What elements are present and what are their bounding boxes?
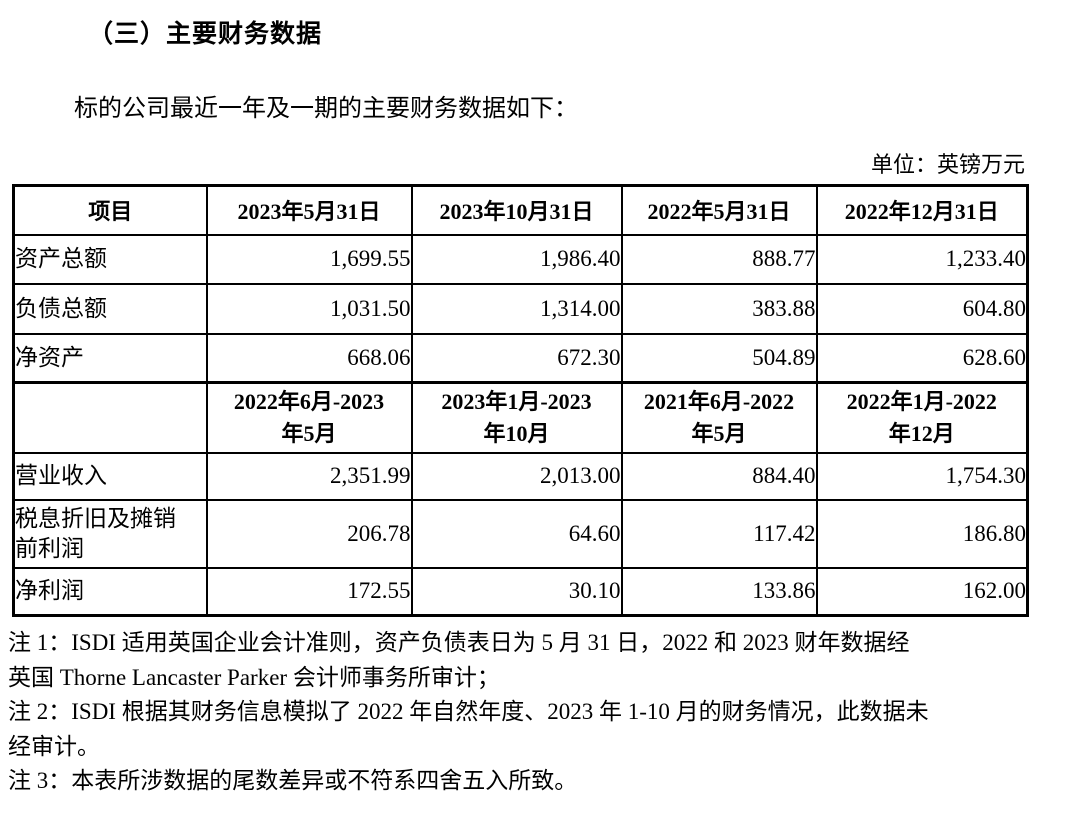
period-header-line: 年5月 (691, 420, 747, 446)
cell-value: 2,013.00 (410, 451, 623, 501)
row-label: 税息折旧及摊销 前利润 (12, 498, 208, 569)
cell-value: 884.40 (620, 451, 818, 501)
cell-value: 172.55 (205, 566, 413, 617)
note-line: 注 2：ISDI 根据其财务信息模拟了 2022 年自然年度、2023 年 1-… (8, 699, 929, 724)
col-header-date-2: 2023年10月31日 (410, 184, 623, 236)
table-row-revenue: 营业收入 2,351.99 2,013.00 884.40 1,754.30 (12, 451, 1029, 501)
period-header-line: 2021年6月-2022 (643, 388, 795, 414)
table-header-row-dates: 项目 2023年5月31日 2023年10月31日 2022年5月31日 202… (12, 184, 1029, 236)
note-line: 注 1：ISDI 适用英国企业会计准则，资产负债表日为 5 月 31 日，202… (8, 630, 910, 655)
period-header-line: 2022年6月-2023 (233, 388, 385, 414)
table-row-total-assets: 资产总额 1,699.55 1,986.40 888.77 1,233.40 (12, 233, 1029, 285)
cell-value: 1,233.40 (815, 233, 1029, 285)
financial-data-table: 项目 2023年5月31日 2023年10月31日 2022年5月31日 202… (12, 184, 1029, 617)
row-label-text: 负债总额 (15, 295, 108, 321)
row-label-text: 前利润 (15, 535, 85, 561)
section-title: （三）主要财务数据 (88, 21, 323, 48)
row-label: 营业收入 (12, 451, 208, 501)
period-header-4: 2022年1月-2022 年12月 (815, 381, 1029, 454)
unit-label: 单位：英镑万元 (870, 152, 1025, 177)
period-header-line: 年5月 (281, 420, 337, 446)
col-header-item: 项目 (12, 184, 208, 236)
cell-value: 186.80 (815, 498, 1029, 569)
row-label: 资产总额 (12, 233, 208, 285)
table-header-row-periods: 2022年6月-2023 年5月 2023年1月-2023 年10月 2021年… (12, 381, 1029, 454)
cell-value: 30.10 (410, 566, 623, 617)
cell-value: 604.80 (815, 282, 1029, 335)
col-header-date-1: 2023年5月31日 (205, 184, 413, 236)
period-header-3: 2021年6月-2022 年5月 (620, 381, 818, 454)
period-header-line: 2023年1月-2023 (441, 388, 592, 414)
cell-value: 133.86 (620, 566, 818, 617)
cell-value: 206.78 (205, 498, 413, 569)
table-row-net-assets: 净资产 668.06 672.30 504.89 628.60 (12, 332, 1029, 384)
period-header-1: 2022年6月-2023 年5月 (205, 381, 413, 454)
row-label-text: 净资产 (15, 344, 85, 370)
cell-value: 888.77 (620, 233, 818, 285)
cell-value: 162.00 (815, 566, 1029, 617)
cell-value: 672.30 (410, 332, 623, 384)
cell-value: 117.42 (620, 498, 818, 569)
note-line: 经审计。 (8, 733, 100, 759)
table-row-total-liabilities: 负债总额 1,031.50 1,314.00 383.88 604.80 (12, 282, 1029, 335)
period-header-line: 年10月 (483, 420, 550, 446)
row-label: 净资产 (12, 332, 208, 384)
cell-value: 1,986.40 (410, 233, 623, 285)
col-header-date-3: 2022年5月31日 (620, 184, 818, 236)
col-header-date-4: 2022年12月31日 (815, 184, 1029, 236)
period-header-line: 2022年1月-2022 (846, 388, 997, 414)
note-line: 注 3：本表所涉数据的尾数差异或不符系四舍五入所致。 (8, 768, 578, 793)
note-line: 英国 Thorne Lancaster Parker 会计师事务所审计； (8, 664, 500, 690)
cell-value: 628.60 (815, 332, 1029, 384)
row-label-text: 税息折旧及摊销 (15, 505, 177, 531)
period-header-line: 年12月 (888, 420, 955, 446)
table-row-net-profit: 净利润 172.55 30.10 133.86 162.00 (12, 566, 1029, 617)
cell-value: 2,351.99 (205, 451, 413, 501)
row-label-text: 营业收入 (15, 463, 108, 488)
intro-text: 标的公司最近一年及一期的主要财务数据如下： (74, 96, 578, 122)
cell-value: 668.06 (205, 332, 413, 384)
row-label-text: 净利润 (15, 578, 85, 604)
table-row-ebitda: 税息折旧及摊销 前利润 206.78 64.60 117.42 186.80 (12, 498, 1029, 569)
row-label: 负债总额 (12, 282, 208, 335)
period-header-empty (12, 381, 208, 454)
cell-value: 1,314.00 (410, 282, 623, 335)
cell-value: 1,699.55 (205, 233, 413, 285)
row-label: 净利润 (12, 566, 208, 617)
footnotes: 注 1：ISDI 适用英国企业会计准则，资产负债表日为 5 月 31 日，202… (8, 626, 1038, 799)
cell-value: 383.88 (620, 282, 818, 335)
cell-value: 504.89 (620, 332, 818, 384)
cell-value: 1,754.30 (815, 451, 1029, 501)
row-label-text: 资产总额 (15, 246, 108, 271)
cell-value: 1,031.50 (205, 282, 413, 335)
cell-value: 64.60 (410, 498, 623, 569)
period-header-2: 2023年1月-2023 年10月 (410, 381, 623, 454)
